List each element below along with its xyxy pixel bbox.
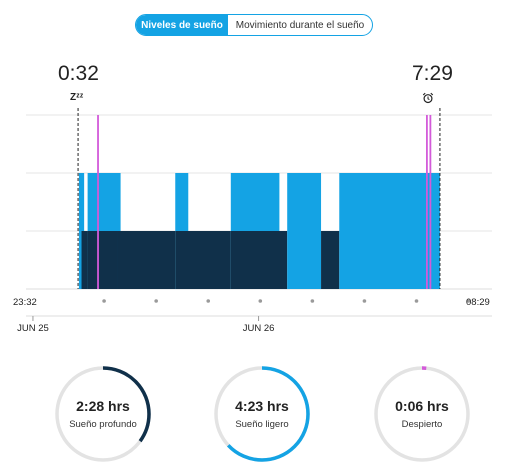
deep-sleep-segment-6 xyxy=(175,231,231,289)
light-sleep-progress-arc xyxy=(214,366,310,462)
deep-sleep-segment-1 xyxy=(81,231,88,289)
time-tick-5 xyxy=(362,299,367,303)
light-sleep-segment-9 xyxy=(287,173,322,289)
alarm-clock-icon xyxy=(422,92,434,104)
date-label-1: JUN 26 xyxy=(243,323,275,334)
wake-time: 7:29 xyxy=(412,62,453,85)
deep-sleep-segment-3 xyxy=(87,231,118,289)
time-tick-6 xyxy=(414,299,419,303)
light-sleep-label: Sueño ligero xyxy=(235,419,289,430)
time-tick-7 xyxy=(466,299,471,303)
date-label-0: JUN 25 xyxy=(17,323,49,334)
awake-mark-2 xyxy=(429,115,432,289)
axis-end-label: 08:29 xyxy=(466,297,490,308)
light-sleep-duration: 4:23 hrs xyxy=(235,398,289,414)
light-sleep-segment-12 xyxy=(432,173,440,289)
time-tick-1 xyxy=(154,299,158,303)
deep-sleep-segment-8 xyxy=(230,231,288,289)
deep-sleep-segment-10 xyxy=(321,231,340,289)
axis-start-label: 23:32 xyxy=(13,297,37,308)
zzz-icon: Zᶻᶻ xyxy=(70,92,84,103)
light-sleep-segment-11 xyxy=(339,173,435,289)
deep-sleep-progress-arc xyxy=(55,366,151,462)
awake-mark-1 xyxy=(426,115,428,289)
awake-summary[interactable]: 0:06 hrs Despierto xyxy=(372,364,472,464)
deep-sleep-segment-4 xyxy=(117,231,176,289)
sleep-start-time: 0:32 xyxy=(58,62,99,85)
awake-label: Despierto xyxy=(401,419,443,430)
awake-progress-arc xyxy=(374,366,470,462)
time-tick-4 xyxy=(310,299,315,303)
light-sleep-summary[interactable]: 4:23 hrs Sueño ligero xyxy=(212,364,312,464)
awake-duration: 0:06 hrs xyxy=(395,398,449,414)
view-toggle: Niveles de sueño Movimiento durante el s… xyxy=(135,14,373,36)
tab-sleep-levels[interactable]: Niveles de sueño xyxy=(136,15,228,35)
time-tick-0 xyxy=(102,299,106,303)
sleep-stages-chart: 23:32 08:29 JUN 25 JUN 26 xyxy=(13,108,492,334)
summary-rings: 2:28 hrs Sueño profundo 4:23 hrs Sueño l… xyxy=(0,364,518,474)
tab-sleep-movement[interactable]: Movimiento durante el sueño xyxy=(235,19,365,31)
deep-sleep-summary[interactable]: 2:28 hrs Sueño profundo xyxy=(53,364,153,464)
deep-sleep-label: Sueño profundo xyxy=(69,419,137,430)
time-tick-3 xyxy=(258,299,263,303)
deep-sleep-duration: 2:28 hrs xyxy=(76,398,130,414)
awake-mark-0 xyxy=(97,115,99,289)
time-tick-2 xyxy=(206,299,211,303)
